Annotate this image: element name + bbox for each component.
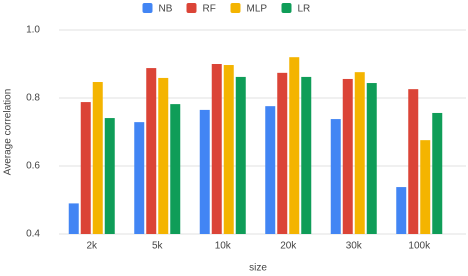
bar [211, 64, 222, 234]
bar [170, 104, 181, 235]
bar [330, 119, 341, 234]
bar [289, 57, 300, 235]
legend-label: LR [298, 4, 311, 15]
bar [432, 112, 443, 234]
y-tick-label: 1.0 [26, 25, 40, 36]
bar [80, 102, 91, 234]
legend-swatch [186, 3, 197, 13]
x-tick-label: 20k [280, 241, 297, 252]
bar [420, 140, 431, 234]
bar [235, 76, 246, 234]
legend-label: NB [159, 4, 173, 15]
bar [92, 82, 103, 235]
bar [265, 106, 276, 234]
bar [366, 83, 377, 234]
bar [342, 78, 353, 235]
x-axis-label: size [249, 263, 267, 274]
x-tick-label: 100k [408, 241, 431, 252]
x-tick-label: 5k [152, 241, 164, 252]
y-tick-label: 0.6 [26, 161, 40, 172]
bar [223, 65, 234, 235]
bar [301, 76, 312, 234]
bar [199, 109, 210, 234]
y-axis-label: Average correlation [3, 89, 14, 176]
legend-label: RF [203, 4, 216, 15]
bar [277, 72, 288, 234]
legend-swatch [281, 3, 292, 13]
x-tick-label: 2k [86, 241, 98, 252]
y-tick-label: 0.4 [26, 229, 40, 240]
bar [396, 187, 407, 234]
bar [146, 68, 157, 234]
legend-swatch [230, 3, 241, 13]
y-tick-label: 0.8 [26, 93, 40, 104]
x-tick-label: 30k [346, 241, 363, 252]
bar [158, 77, 169, 234]
bar [354, 72, 365, 234]
legend-swatch [142, 3, 153, 13]
bar [408, 89, 419, 234]
bar [104, 118, 115, 234]
legend-label: MLP [247, 4, 268, 15]
bar [68, 203, 79, 234]
bar [134, 122, 145, 234]
x-tick-label: 10k [215, 241, 232, 252]
